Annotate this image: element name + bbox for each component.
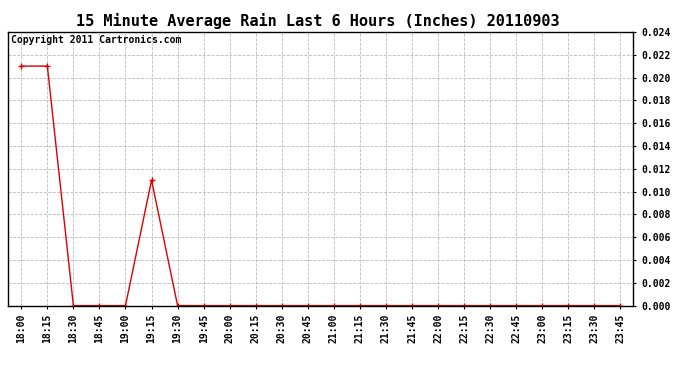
Text: Copyright 2011 Cartronics.com: Copyright 2011 Cartronics.com (12, 34, 181, 45)
Text: 15 Minute Average Rain Last 6 Hours (Inches) 20110903: 15 Minute Average Rain Last 6 Hours (Inc… (76, 13, 559, 29)
